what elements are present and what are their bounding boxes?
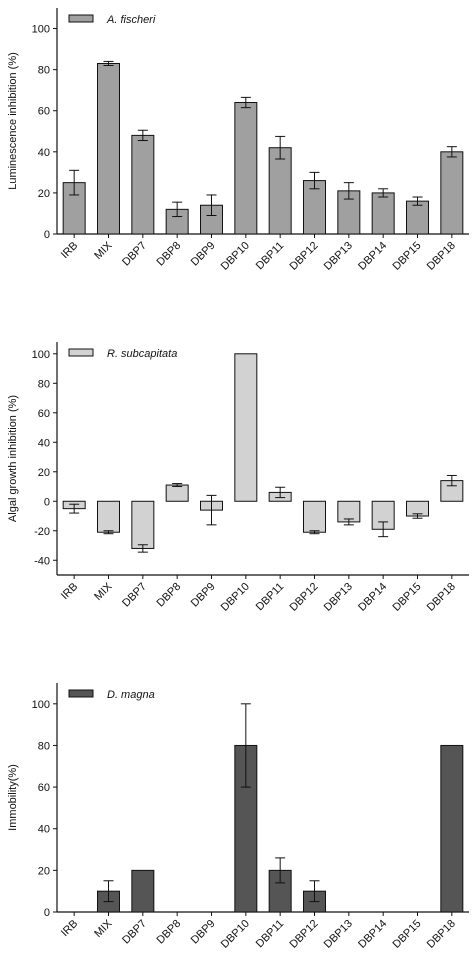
- y-tick-label: 60: [38, 408, 50, 420]
- chart-panel-1: 0 20 40 60 80 100 Luminescence inhibition (%) I…: [7, 8, 469, 273]
- y-tick-label: 100: [32, 24, 50, 36]
- x-tick-label-dbp12: DBP12: [287, 581, 320, 614]
- x-tick-label-mix: MIX: [92, 580, 115, 603]
- x-tick-label-dbp12: DBP12: [287, 918, 320, 951]
- legend-swatch: [68, 348, 94, 357]
- x-tick-label-dbp9: DBP9: [189, 918, 218, 947]
- x-tick-label-dbp8: DBP8: [154, 240, 183, 269]
- y-tick-label: 80: [38, 378, 50, 390]
- y-tick-label: 20: [38, 865, 50, 877]
- bar-mix: [97, 62, 120, 235]
- x-tick-label-dbp11: DBP11: [254, 240, 287, 273]
- y-axis-title: Algal growth inhibition (%): [7, 395, 19, 522]
- y-tick-label: 100: [32, 699, 50, 711]
- y-tick-label: -20: [34, 526, 50, 538]
- y-tick-label: 0: [44, 907, 50, 919]
- x-tick-label-irb: IRB: [59, 918, 80, 939]
- x-tick-label-mix: MIX: [92, 239, 115, 262]
- y-axis-title: Immobility(%): [7, 764, 19, 831]
- x-tick-label-dbp7: DBP7: [120, 918, 149, 947]
- bar-dbp10: [234, 353, 258, 502]
- y-tick-label: 0: [44, 229, 50, 241]
- legend-label: A. fischeri: [106, 14, 156, 26]
- x-tick-label-irb: IRB: [59, 581, 80, 602]
- x-tick-label-dbp15: DBP15: [390, 918, 423, 951]
- bar-dbp7: [131, 134, 155, 235]
- legend-label: R. subcapitata: [107, 348, 177, 360]
- y-tick-label: 20: [38, 467, 50, 479]
- x-tick-label-dbp13: DBP13: [322, 918, 355, 951]
- bar-dbp14: [371, 192, 395, 235]
- y-tick-label: 60: [38, 106, 50, 118]
- y-tick-label: 60: [38, 782, 50, 794]
- y-tick-label: 100: [32, 349, 50, 361]
- x-tick-label-dbp10: DBP10: [219, 918, 252, 951]
- x-tick-label-dbp13: DBP13: [322, 581, 355, 614]
- x-tick-label-irb: IRB: [59, 240, 80, 261]
- bar-dbp18: [440, 151, 464, 235]
- y-axis-title: Luminescence inhibition (%): [7, 52, 19, 190]
- x-tick-label-dbp14: DBP14: [356, 918, 389, 951]
- x-tick-label-dbp13: DBP13: [322, 240, 355, 273]
- x-tick-label-dbp10: DBP10: [219, 581, 252, 614]
- x-tick-label-dbp9: DBP9: [189, 240, 218, 269]
- chart-panel-2: -40 -20 0 20 40 60 80 100 Algal growth inhibitio…: [7, 342, 469, 614]
- bar-mix: [97, 500, 120, 533]
- x-tick-label-dbp10: DBP10: [219, 240, 252, 273]
- x-tick-label-dbp7: DBP7: [120, 581, 149, 610]
- x-tick-label-dbp18: DBP18: [425, 240, 458, 273]
- y-tick-label: 40: [38, 824, 50, 836]
- x-tick-label-dbp11: DBP11: [254, 918, 287, 951]
- x-tick-label-dbp15: DBP15: [390, 581, 423, 614]
- y-tick-label: 40: [38, 437, 50, 449]
- y-tick-label: 80: [38, 740, 50, 752]
- x-tick-label-dbp8: DBP8: [154, 918, 183, 947]
- x-tick-label-dbp8: DBP8: [154, 581, 183, 610]
- x-tick-label-dbp9: DBP9: [189, 581, 218, 610]
- x-tick-label-dbp15: DBP15: [390, 240, 423, 273]
- y-tick-label: 80: [38, 65, 50, 77]
- legend-swatch: [68, 14, 94, 23]
- y-tick-label: 40: [38, 147, 50, 159]
- y-tick-label: 0: [44, 496, 50, 508]
- x-tick-label-dbp14: DBP14: [356, 240, 389, 273]
- legend-swatch: [68, 689, 94, 698]
- bar-dbp10: [234, 102, 258, 235]
- bar-dbp7: [131, 500, 155, 549]
- y-tick-label: 20: [38, 188, 50, 200]
- bar-dbp18: [440, 744, 464, 913]
- legend-label: D. magna: [107, 689, 155, 701]
- bar-dbp11: [268, 147, 292, 235]
- bar-dbp8: [165, 484, 189, 502]
- x-tick-label-mix: MIX: [92, 917, 115, 940]
- bar-dbp12: [303, 500, 326, 533]
- x-tick-label-dbp7: DBP7: [120, 240, 149, 269]
- x-tick-label-dbp18: DBP18: [425, 918, 458, 951]
- y-tick-label: -40: [34, 555, 50, 567]
- bar-dbp15: [406, 200, 429, 235]
- x-tick-label-dbp12: DBP12: [287, 240, 320, 273]
- x-tick-label-dbp14: DBP14: [356, 581, 389, 614]
- x-tick-label-dbp18: DBP18: [425, 581, 458, 614]
- bar-dbp7: [131, 869, 155, 913]
- x-tick-label-dbp11: DBP11: [254, 581, 287, 614]
